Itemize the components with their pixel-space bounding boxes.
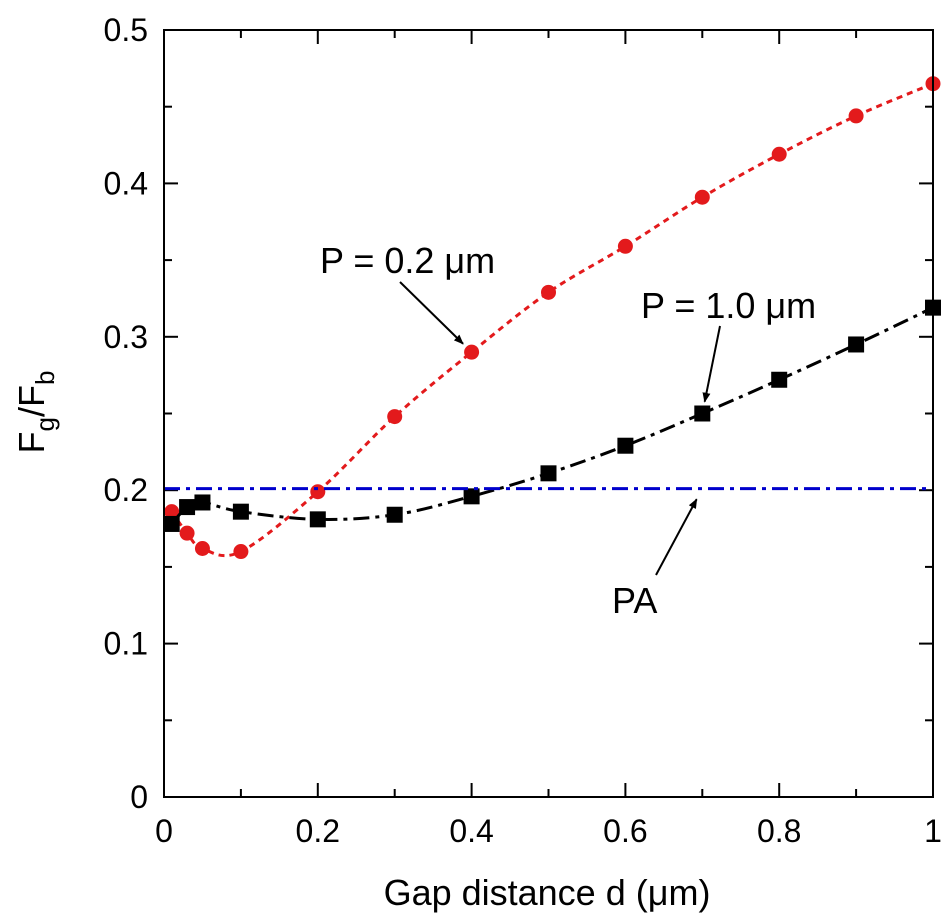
data-point <box>848 108 864 124</box>
data-point <box>617 238 633 254</box>
data-point <box>194 494 211 511</box>
x-tick-label: 0.8 <box>757 813 801 849</box>
data-point <box>194 540 210 556</box>
plot-frame <box>163 29 934 798</box>
y-axis-title-sub1: g <box>30 417 60 431</box>
data-point <box>771 146 787 162</box>
x-tick-label: 0.2 <box>296 813 340 849</box>
annotation-arrow <box>655 498 698 576</box>
data-point <box>310 484 326 500</box>
data-point <box>463 488 480 505</box>
y-tick-label: 0.2 <box>104 472 148 508</box>
data-point <box>179 525 195 541</box>
data-point <box>694 189 710 205</box>
annotation-arrow <box>399 281 464 345</box>
series-0 <box>164 76 941 560</box>
y-axis-title: Fg/Fb <box>11 371 60 454</box>
series-line-1 <box>170 306 934 525</box>
y-axis-title-sub2: b <box>30 371 60 385</box>
annotation-label: P = 1.0 μm <box>641 285 816 326</box>
data-point <box>163 515 180 532</box>
y-tick-label: 0.4 <box>104 165 148 201</box>
y-tick-label: 0.1 <box>104 626 148 662</box>
y-axis-title-sep: /F <box>11 385 52 417</box>
x-tick-label: 0 <box>155 813 173 849</box>
y-tick-label: 0 <box>130 779 148 815</box>
data-point <box>232 503 249 520</box>
series-line-0 <box>170 82 934 558</box>
series-1 <box>163 299 941 532</box>
annotation-2: PA <box>612 498 698 621</box>
tick-labels: 0 0.2 0.4 0.6 0.8 1 0 0.1 0.2 0.3 0.4 0.5 <box>104 12 942 849</box>
y-tick-label: 0.3 <box>104 319 148 355</box>
data-point <box>540 465 557 482</box>
annotation-label: PA <box>612 580 657 621</box>
data-point <box>771 371 788 388</box>
annotations: P = 0.2 μm P = 1.0 μm PA <box>320 240 816 621</box>
tick-marks <box>163 29 934 798</box>
data-point <box>694 405 711 422</box>
data-point <box>164 504 180 520</box>
x-tick-label: 0.4 <box>449 813 493 849</box>
data-point <box>848 336 865 353</box>
annotation-0: P = 0.2 μm <box>320 240 495 345</box>
series-layer <box>163 76 941 560</box>
y-axis-title-base: F <box>11 431 52 453</box>
data-point <box>233 544 249 560</box>
data-point <box>179 499 196 516</box>
data-point <box>386 506 403 523</box>
annotation-1: P = 1.0 μm <box>641 285 816 403</box>
annotation-label: P = 0.2 μm <box>320 240 495 281</box>
data-point <box>541 284 556 300</box>
data-point <box>464 344 480 360</box>
data-point <box>309 511 326 528</box>
y-tick-label: 0.5 <box>104 12 148 48</box>
x-tick-label: 0.6 <box>603 813 647 849</box>
data-point <box>617 437 634 454</box>
x-axis-title: Gap distance d (μm) <box>384 872 711 913</box>
data-point <box>387 409 403 425</box>
annotation-arrow <box>702 325 721 403</box>
x-tick-label: 1 <box>924 813 942 849</box>
